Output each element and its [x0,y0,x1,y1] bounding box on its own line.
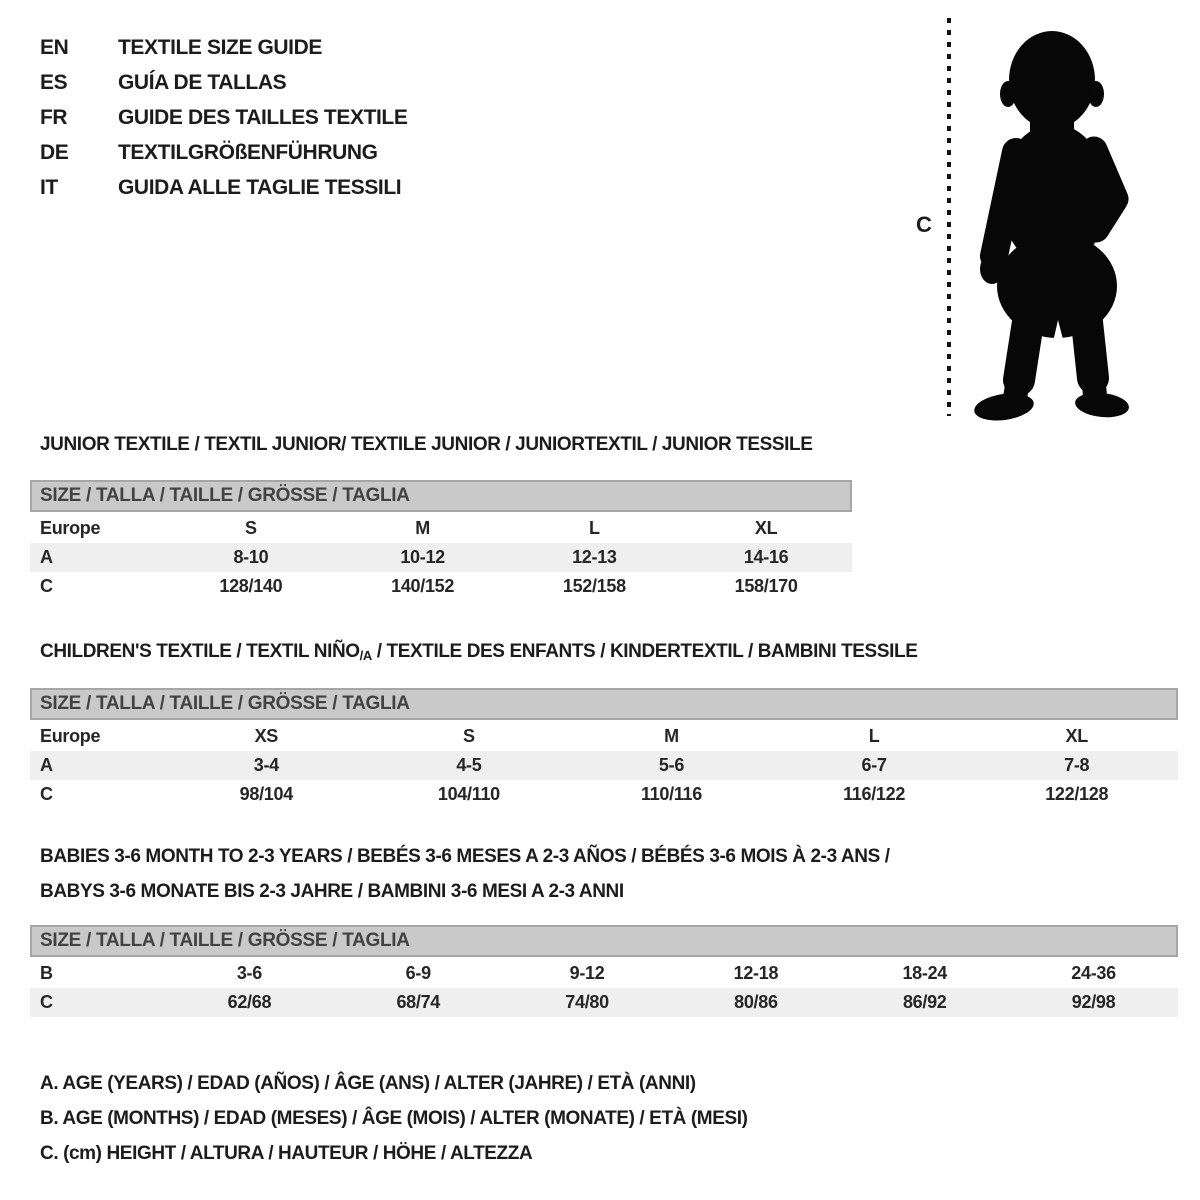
table-row: B 3-6 6-9 9-12 12-18 18-24 24-36 [30,959,1178,988]
row-label-cell: B [40,963,53,983]
footnote-line: C. (cm) HEIGHT / ALTURA / HAUTEUR / HÖHE… [40,1143,533,1164]
children-size-table: Europe XS S M L XL A 3-4 4-5 5-6 6-7 7-8… [30,722,1178,809]
size-value-cell: 18-24 [902,963,947,983]
footnote-line: A. AGE (YEARS) / EDAD (AÑOS) / ÂGE (ANS)… [40,1073,696,1094]
size-value-cell: 158/170 [734,576,798,596]
size-value-cell: 140/152 [391,576,455,596]
size-value-cell: 98/104 [239,784,294,804]
size-value-cell: 4-5 [367,751,571,780]
size-value-cell: 74/80 [502,988,672,1017]
height-measure-line [947,18,951,416]
junior-size-header-band: SIZE / TALLA / TAILLE / GRÖSSE / TAGLIA [30,480,852,512]
footnotes: A. AGE (YEARS) / EDAD (AÑOS) / ÂGE (ANS)… [40,1066,748,1171]
size-value-cell: 3-6 [236,963,262,983]
column-header-cell: Europe [40,518,101,538]
language-list: EN TEXTILE SIZE GUIDE ES GUÍA DE TALLAS … [40,30,408,205]
children-heading-post: / TEXTILE DES ENFANTS / KINDERTEXTIL / B… [371,641,918,662]
size-value-cell: 6-7 [772,751,976,780]
size-value-cell: 122/128 [1045,784,1109,804]
size-value-cell: 80/86 [671,988,841,1017]
column-header-cell: S [245,518,257,538]
size-value-cell: 110/116 [640,784,702,804]
language-code: FR [40,105,68,129]
babies-size-header-band: SIZE / TALLA / TAILLE / GRÖSSE / TAGLIA [30,925,1178,957]
row-label-cell: A [30,543,165,572]
column-header-cell: Europe [40,726,101,746]
size-value-cell: 116/122 [843,784,906,804]
size-value-cell: 86/92 [840,988,1010,1017]
size-value-cell: 92/98 [1009,988,1178,1017]
children-heading-pre: CHILDREN'S TEXTILE / TEXTIL NIÑO [40,641,360,662]
size-value-cell: 104/110 [437,784,500,804]
column-header-cell: XL [1065,726,1088,746]
size-value-cell: 10-12 [336,543,509,572]
language-row: FR GUIDE DES TAILLES TEXTILE [40,100,408,135]
size-value-cell: 128/140 [219,576,283,596]
language-row: ES GUÍA DE TALLAS [40,65,407,100]
size-band-label: SIZE / TALLA / TAILLE / GRÖSSE / TAGLIA [40,693,410,714]
size-value-cell: 12-18 [733,963,779,983]
column-header-cell: XS [254,726,279,746]
language-title: TEXTILGRÖßENFÜHRUNG [118,140,378,164]
table-row: C 98/104 104/110 110/116 116/122 122/128 [30,780,1178,809]
babies-section-heading-line2: BABYS 3-6 MONATE BIS 2-3 JAHRE / BAMBINI… [40,881,624,902]
size-band-label: SIZE / TALLA / TAILLE / GRÖSSE / TAGLIA [40,930,410,951]
size-value-cell: 3-4 [165,751,368,780]
row-label-cell: A [30,751,165,780]
babies-size-table: B 3-6 6-9 9-12 12-18 18-24 24-36 C 62/68… [30,959,1178,1017]
language-row: EN TEXTILE SIZE GUIDE [40,30,407,65]
table-row: A 3-4 4-5 5-6 6-7 7-8 [30,751,1178,780]
language-title: TEXTILE SIZE GUIDE [118,35,322,59]
junior-section-heading: JUNIOR TEXTILE / TEXTIL JUNIOR/ TEXTILE … [40,434,813,455]
size-value-cell: 9-12 [569,963,605,983]
table-row: A 8-10 10-12 12-13 14-16 [30,543,852,572]
column-header-cell: M [664,726,679,746]
size-value-cell: 8-10 [165,543,337,572]
size-value-cell: 7-8 [975,751,1178,780]
language-row: DE TEXTILGRÖßENFÜHRUNG [40,135,407,170]
language-code: DE [40,140,69,164]
language-title: GUIDE DES TAILLES TEXTILE [118,105,408,129]
size-value-cell: 14-16 [680,543,852,572]
children-section-heading: CHILDREN'S TEXTILE / TEXTIL NIÑO/A / TEX… [40,641,918,663]
footnote-line: B. AGE (MONTHS) / EDAD (MESES) / ÂGE (MO… [40,1108,748,1129]
junior-size-table: Europe S M L XL A 8-10 10-12 12-13 14-16… [30,514,852,601]
size-value-cell: 68/74 [333,988,503,1017]
size-value-cell: 12-13 [508,543,681,572]
column-header-cell: L [589,518,600,538]
figure-label-c: C [916,212,932,237]
column-header-cell: M [415,518,430,538]
table-row: Europe S M L XL [30,514,852,543]
table-row: C 128/140 140/152 152/158 158/170 [30,572,852,601]
column-header-cell: XL [754,518,778,538]
toddler-silhouette-icon [974,31,1129,421]
language-title: GUÍA DE TALLAS [118,70,287,94]
column-header-cell: L [868,726,880,746]
size-value-cell: 5-6 [570,751,773,780]
size-value-cell: 62/68 [165,988,334,1017]
size-value-cell: 6-9 [405,963,431,983]
size-value-cell: 152/158 [562,576,626,596]
babies-section-heading-line1: BABIES 3-6 MONTH TO 2-3 YEARS / BEBÉS 3-… [40,846,890,867]
language-code: IT [40,175,58,199]
row-label-cell: C [30,988,165,1017]
language-title: GUIDA ALLE TAGLIE TESSILI [118,175,402,199]
language-row: IT GUIDA ALLE TAGLIE TESSILI [40,170,407,205]
children-size-header-band: SIZE / TALLA / TAILLE / GRÖSSE / TAGLIA [30,688,1178,720]
table-row: Europe XS S M L XL [30,722,1178,751]
row-label-cell: C [40,576,53,596]
column-header-cell: S [463,726,475,746]
row-label-cell: C [40,784,53,804]
size-value-cell: 24-36 [1071,963,1116,983]
table-row: C 62/68 68/74 74/80 80/86 86/92 92/98 [30,988,1178,1017]
size-band-label: SIZE / TALLA / TAILLE / GRÖSSE / TAGLIA [40,485,410,506]
language-code: EN [40,35,69,59]
children-heading-sub: /A [359,648,373,663]
language-code: ES [40,70,68,94]
